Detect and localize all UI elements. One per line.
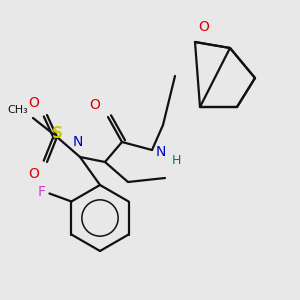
Text: N: N xyxy=(73,135,83,149)
Text: O: O xyxy=(89,98,100,112)
Text: O: O xyxy=(28,96,39,110)
Text: S: S xyxy=(52,127,62,142)
Text: H: H xyxy=(172,154,182,166)
Text: O: O xyxy=(198,20,209,34)
Text: O: O xyxy=(28,167,39,181)
Text: F: F xyxy=(38,185,45,200)
Text: N: N xyxy=(156,145,166,159)
Text: CH₃: CH₃ xyxy=(7,105,28,115)
